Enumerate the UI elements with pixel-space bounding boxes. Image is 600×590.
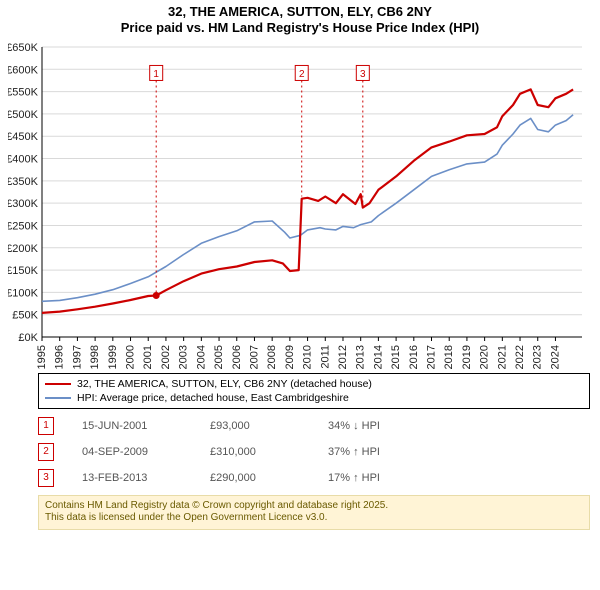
- sales-table: 1 15-JUN-2001 £93,000 34% ↓ HPI 2 04-SEP-2009…: [38, 417, 590, 487]
- chart-container: { "title": { "line1": "32, THE AMERICA, …: [0, 0, 600, 590]
- svg-text:2004: 2004: [195, 345, 207, 369]
- legend-row-0: 32, THE AMERICA, SUTTON, ELY, CB6 2NY (d…: [45, 377, 583, 391]
- svg-text:£250K: £250K: [8, 220, 39, 232]
- svg-text:2008: 2008: [266, 345, 278, 369]
- svg-text:2022: 2022: [514, 345, 526, 369]
- title-line-1: 32, THE AMERICA, SUTTON, ELY, CB6 2NY: [0, 4, 600, 20]
- legend-swatch: [45, 397, 71, 399]
- sale-price: £290,000: [210, 472, 300, 484]
- svg-text:2003: 2003: [178, 345, 190, 369]
- svg-text:2023: 2023: [532, 345, 544, 369]
- sale-price: £93,000: [210, 420, 300, 432]
- chart-area: £0K £50K £100K £150K £200K £250K £300K £350K £40…: [8, 41, 592, 371]
- svg-text:2010: 2010: [302, 345, 314, 369]
- svg-text:2005: 2005: [213, 345, 225, 369]
- svg-text:£0K: £0K: [18, 332, 38, 344]
- svg-text:£500K: £500K: [8, 108, 39, 120]
- svg-text:2014: 2014: [372, 345, 384, 369]
- svg-text:2015: 2015: [390, 345, 402, 369]
- svg-text:£150K: £150K: [8, 265, 39, 277]
- legend-swatch: [45, 383, 71, 385]
- svg-text:1998: 1998: [89, 345, 101, 369]
- svg-text:2002: 2002: [160, 345, 172, 369]
- svg-text:1996: 1996: [54, 345, 66, 369]
- sale-date: 13-FEB-2013: [82, 472, 182, 484]
- attribution-box: Contains HM Land Registry data © Crown c…: [38, 495, 590, 530]
- svg-text:1999: 1999: [107, 345, 119, 369]
- svg-text:2000: 2000: [125, 345, 137, 369]
- chart-title-block: 32, THE AMERICA, SUTTON, ELY, CB6 2NY Pr…: [0, 0, 600, 37]
- sale-marker-2: 2: [299, 68, 305, 79]
- sale-marker-3: 3: [360, 68, 366, 79]
- svg-text:2001: 2001: [142, 345, 154, 369]
- sale-badge: 2: [38, 443, 54, 461]
- svg-text:£350K: £350K: [8, 175, 39, 187]
- attribution-line-2: This data is licensed under the Open Gov…: [45, 512, 583, 525]
- svg-text:2006: 2006: [231, 345, 243, 369]
- svg-text:1995: 1995: [36, 345, 48, 369]
- svg-text:2013: 2013: [355, 345, 367, 369]
- svg-text:2018: 2018: [443, 345, 455, 369]
- svg-text:2017: 2017: [426, 345, 438, 369]
- svg-text:£450K: £450K: [8, 131, 39, 143]
- legend-label: HPI: Average price, detached house, East…: [77, 391, 349, 405]
- sale-row-2: 2 04-SEP-2009 £310,000 37% ↑ HPI: [38, 443, 590, 461]
- svg-text:£300K: £300K: [8, 198, 39, 210]
- svg-text:2016: 2016: [408, 345, 420, 369]
- attribution-line-1: Contains HM Land Registry data © Crown c…: [45, 500, 583, 513]
- sale-badge: 3: [38, 469, 54, 487]
- sale-row-3: 3 13-FEB-2013 £290,000 17% ↑ HPI: [38, 469, 590, 487]
- sale-badge: 1: [38, 417, 54, 435]
- sale-delta: 17% ↑ HPI: [328, 472, 380, 484]
- line-chart-svg: £0K £50K £100K £150K £200K £250K £300K £350K £40…: [8, 41, 592, 371]
- svg-text:1997: 1997: [71, 345, 83, 369]
- legend-label: 32, THE AMERICA, SUTTON, ELY, CB6 2NY (d…: [77, 377, 372, 391]
- svg-text:2020: 2020: [479, 345, 491, 369]
- svg-text:2009: 2009: [284, 345, 296, 369]
- svg-text:£200K: £200K: [8, 242, 39, 254]
- svg-text:£600K: £600K: [8, 64, 39, 76]
- svg-text:2024: 2024: [549, 345, 561, 369]
- sale-date: 15-JUN-2001: [82, 420, 182, 432]
- svg-text:£650K: £650K: [8, 42, 39, 54]
- sale-delta: 34% ↓ HPI: [328, 420, 380, 432]
- sale-row-1: 1 15-JUN-2001 £93,000 34% ↓ HPI: [38, 417, 590, 435]
- svg-text:£400K: £400K: [8, 153, 39, 165]
- sale-delta: 37% ↑ HPI: [328, 446, 380, 458]
- title-line-2: Price paid vs. HM Land Registry's House …: [0, 20, 600, 36]
- legend-row-1: HPI: Average price, detached house, East…: [45, 391, 583, 405]
- sale-marker-1: 1: [153, 68, 159, 79]
- svg-text:£50K: £50K: [12, 309, 38, 321]
- svg-text:2021: 2021: [496, 345, 508, 369]
- svg-text:2007: 2007: [248, 345, 260, 369]
- svg-text:2019: 2019: [461, 345, 473, 369]
- sale-price: £310,000: [210, 446, 300, 458]
- svg-text:£100K: £100K: [8, 287, 39, 299]
- svg-text:2012: 2012: [337, 345, 349, 369]
- sale-date: 04-SEP-2009: [82, 446, 182, 458]
- svg-text:£550K: £550K: [8, 86, 39, 98]
- svg-text:2011: 2011: [319, 345, 331, 369]
- legend: 32, THE AMERICA, SUTTON, ELY, CB6 2NY (d…: [38, 373, 590, 409]
